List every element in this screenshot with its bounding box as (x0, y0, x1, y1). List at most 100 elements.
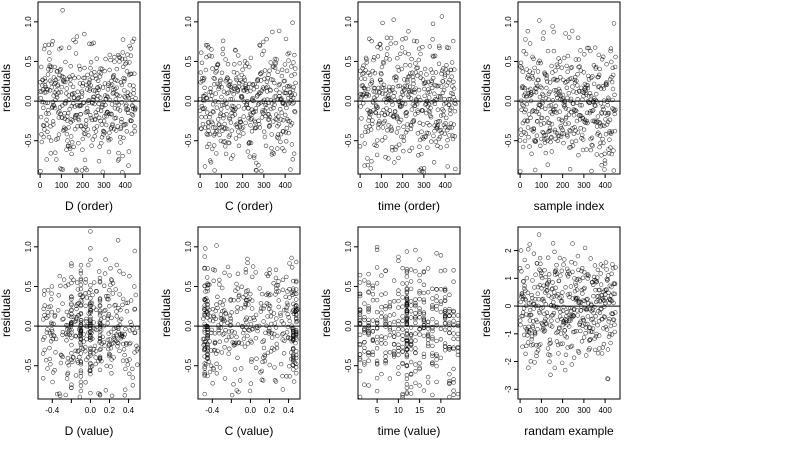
data-point (281, 86, 287, 91)
data-point (455, 331, 461, 337)
data-point (214, 128, 220, 133)
data-point (391, 278, 397, 283)
data-point (566, 324, 572, 329)
data-point (248, 123, 253, 128)
data-point (537, 18, 542, 23)
data-point (535, 83, 540, 89)
data-point (251, 155, 257, 160)
data-point (563, 285, 568, 290)
data-point (595, 298, 600, 303)
data-point (47, 331, 52, 336)
data-point (54, 95, 60, 100)
data-point (274, 316, 279, 321)
data-point (84, 357, 89, 362)
data-point (122, 352, 127, 358)
data-point (101, 283, 107, 288)
data-point (373, 110, 379, 116)
data-point (425, 337, 431, 342)
data-point (387, 313, 393, 318)
data-point (74, 280, 80, 285)
data-point (224, 126, 230, 132)
data-point (130, 97, 135, 103)
data-point (202, 346, 208, 351)
data-point (45, 107, 51, 113)
data-point (604, 287, 609, 292)
data-point (288, 336, 293, 341)
data-point (51, 103, 57, 109)
data-point (230, 153, 236, 158)
data-point (433, 70, 439, 75)
data-point (274, 345, 280, 351)
data-point (556, 86, 561, 92)
data-point (523, 37, 528, 42)
data-point (552, 107, 557, 112)
data-point (408, 342, 414, 348)
x-axis-title: time (value) (378, 424, 441, 438)
data-point (442, 96, 447, 102)
y-tick-label: 1.0 (184, 241, 193, 253)
data-point (251, 86, 257, 92)
data-point (105, 87, 111, 92)
data-point (400, 314, 405, 319)
data-point (417, 296, 422, 302)
data-point (124, 60, 129, 65)
data-point (274, 286, 279, 291)
data-point (378, 46, 383, 51)
data-point (451, 313, 456, 318)
data-point (117, 93, 122, 99)
data-point (239, 366, 244, 371)
data-point (112, 54, 117, 60)
data-point (369, 127, 374, 132)
data-point (115, 92, 120, 98)
data-point (535, 69, 541, 74)
data-point (586, 273, 591, 279)
data-point (563, 352, 569, 357)
data-point (55, 136, 60, 141)
data-point (117, 348, 122, 354)
data-point (280, 387, 286, 392)
data-point (202, 75, 207, 81)
x-tick-label: 100 (375, 181, 389, 190)
y-tick-label: 0.5 (24, 280, 33, 292)
data-point (387, 350, 393, 355)
data-point (404, 347, 410, 352)
data-point (290, 309, 295, 314)
data-point (544, 76, 549, 81)
plot-frame (517, 1, 621, 175)
data-point (64, 86, 69, 91)
data-point (418, 97, 423, 103)
data-point (376, 113, 381, 119)
data-point (94, 307, 99, 312)
data-point (366, 304, 371, 309)
data-point (589, 168, 594, 174)
data-point (379, 85, 384, 90)
x-tick-label: -0.4 (45, 406, 59, 415)
data-point (212, 131, 218, 137)
data-point (522, 296, 528, 302)
data-point (59, 103, 65, 108)
data-point (241, 131, 246, 136)
data-point (78, 298, 84, 303)
data-point (85, 72, 90, 78)
data-point (97, 280, 103, 285)
data-point (45, 288, 51, 293)
data-point (562, 328, 567, 333)
data-point (571, 355, 577, 360)
data-point (274, 57, 279, 62)
data-point (111, 72, 117, 78)
data-point (254, 125, 259, 130)
data-point (60, 8, 65, 13)
data-point (269, 132, 274, 137)
data-point (69, 296, 74, 302)
data-point (438, 337, 444, 342)
data-point (416, 57, 421, 63)
data-point (534, 353, 539, 359)
data-point (294, 319, 299, 325)
data-point (364, 57, 369, 62)
data-point (421, 319, 427, 324)
data-point (438, 113, 444, 118)
data-point (404, 295, 410, 300)
data-point (404, 270, 410, 276)
data-point (220, 302, 226, 308)
data-point (214, 243, 219, 248)
